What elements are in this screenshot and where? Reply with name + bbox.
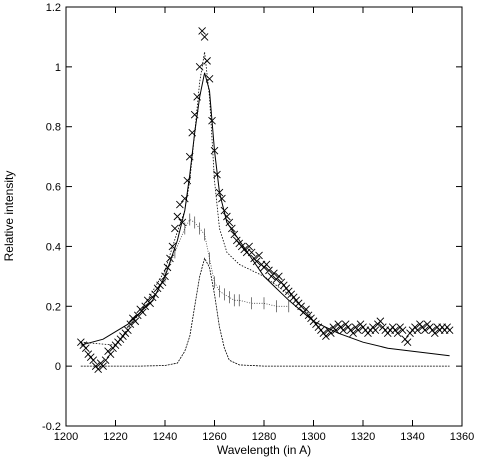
data-point-x-marker: [376, 317, 385, 326]
gaussian-component-line: [80, 257, 450, 367]
data-point-x-marker: [198, 27, 206, 35]
x-tick-label: 1340: [400, 431, 424, 443]
data-point-x-marker: [275, 272, 283, 281]
x-tick-label: 1260: [202, 431, 226, 443]
data-point-x-marker: [200, 33, 209, 41]
data-point-x-marker: [262, 260, 271, 269]
data-point-x-marker: [403, 338, 412, 347]
data-point-x-marker: [393, 329, 402, 338]
data-point-x-marker: [81, 344, 90, 353]
data-point-x-marker: [173, 212, 182, 221]
x-tick-label: 1240: [153, 431, 177, 443]
y-tick-label: 0.6: [46, 182, 61, 194]
data-point-x-marker: [203, 57, 211, 65]
data-point-x-marker: [225, 218, 234, 227]
data-point-x-marker: [270, 269, 278, 278]
x-ticks: 1200 1220 1240 1260 1280 1300 1320 1340 1360: [54, 7, 474, 443]
data-point-x-marker: [302, 305, 310, 314]
data-point-x-marker: [255, 251, 263, 260]
y-tick-label: 1.2: [46, 2, 61, 14]
x-tick-label: 1200: [54, 431, 78, 443]
data-point-x-marker: [349, 329, 357, 338]
x-axis-title: Wavelength (in A): [217, 443, 311, 457]
data-point-x-marker: [176, 200, 184, 209]
data-point-x-marker: [124, 326, 132, 335]
data-point-x-marker: [421, 326, 429, 335]
y-tick-label: 1: [55, 62, 61, 74]
y-tick-label: 0.2: [46, 301, 61, 313]
data-point-x-marker: [245, 242, 253, 251]
y-tick-label: 0: [55, 361, 61, 373]
errorbar-profile-line: [164, 218, 289, 307]
data-point-x-marker: [430, 329, 439, 338]
series-layer: [77, 27, 454, 373]
x-tick-label: 1280: [252, 431, 276, 443]
x-tick-label: 1220: [103, 431, 127, 443]
data-point-x-marker: [141, 302, 150, 311]
x-tick-label: 1360: [450, 431, 474, 443]
data-point-x-marker: [94, 365, 102, 373]
data-point-x-marker: [138, 308, 147, 317]
data-point-x-marker: [413, 326, 422, 335]
y-ticks: -0.2 0 0.2 0.4 0.6 0.8 1 1.2: [42, 2, 462, 433]
data-point-x-marker: [354, 326, 362, 335]
fit-curve-line: [80, 72, 450, 357]
x-tick-label: 1320: [351, 431, 375, 443]
plot-frame: [65, 6, 463, 427]
data-point-x-marker: [252, 257, 261, 266]
data-point-x-marker: [101, 356, 110, 364]
y-tick-label: 0.4: [46, 241, 61, 253]
data-point-x-marker: [339, 326, 348, 335]
data-point-x-marker: [163, 263, 172, 272]
data-point-x-marker: [445, 326, 454, 335]
data-point-x-marker: [371, 326, 380, 335]
dotted-profile-line: [80, 51, 314, 346]
data-point-x-marker: [265, 266, 273, 275]
y-tick-label: -0.2: [42, 421, 61, 433]
data-point-x-marker: [398, 326, 407, 335]
y-axis-title: Relative intensity: [2, 171, 16, 262]
data-point-x-marker: [89, 356, 98, 364]
data-point-x-marker: [218, 194, 226, 203]
data-point-x-marker: [322, 332, 330, 341]
data-point-x-marker: [106, 350, 115, 358]
x-tick-label: 1300: [301, 431, 325, 443]
y-tick-label: 0.8: [46, 122, 61, 134]
